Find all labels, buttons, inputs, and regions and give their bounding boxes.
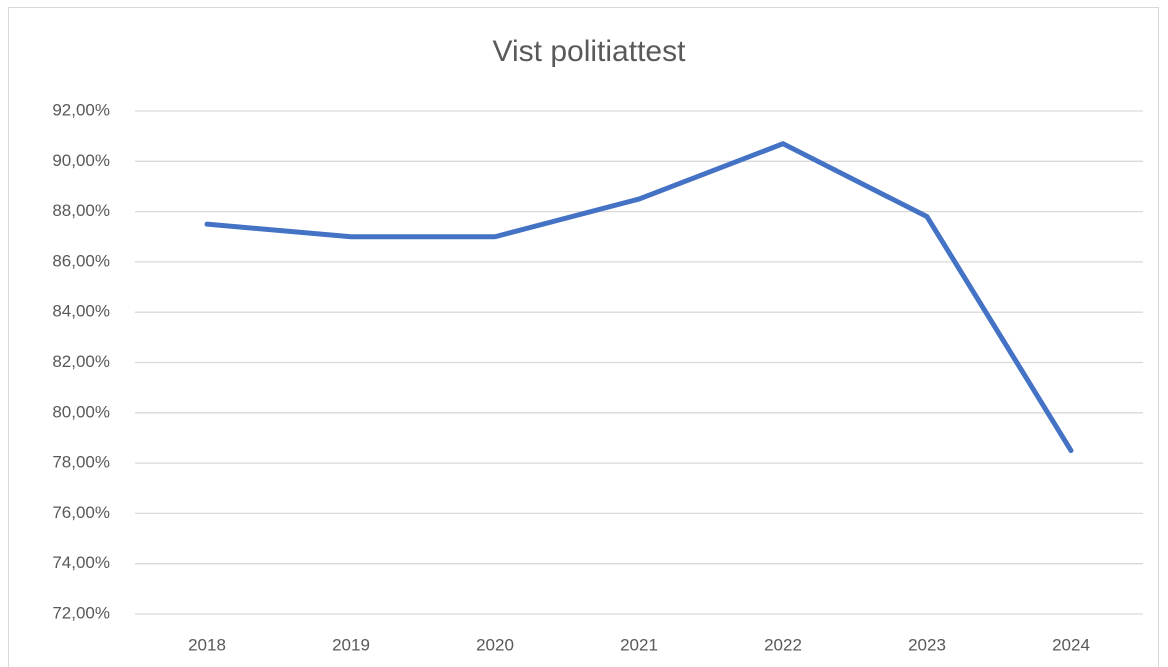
y-tick-label: 72,00% bbox=[52, 603, 110, 622]
x-tick-label: 2020 bbox=[476, 635, 514, 654]
x-tick-label: 2023 bbox=[908, 635, 946, 654]
y-tick-label: 92,00% bbox=[52, 100, 110, 119]
y-tick-label: 78,00% bbox=[52, 453, 110, 472]
x-tick-label: 2024 bbox=[1052, 635, 1090, 654]
y-tick-label: 88,00% bbox=[52, 201, 110, 220]
x-tick-label: 2021 bbox=[620, 635, 658, 654]
y-tick-label: 82,00% bbox=[52, 352, 110, 371]
y-tick-label: 74,00% bbox=[52, 553, 110, 572]
chart-border bbox=[8, 7, 1159, 667]
x-tick-label: 2019 bbox=[332, 635, 370, 654]
x-tick-label: 2018 bbox=[188, 635, 226, 654]
y-tick-label: 90,00% bbox=[52, 151, 110, 170]
x-tick-label: 2022 bbox=[764, 635, 802, 654]
chart-title: Vist politiattest bbox=[493, 35, 687, 68]
y-tick-label: 86,00% bbox=[52, 251, 110, 270]
y-tick-label: 80,00% bbox=[52, 402, 110, 421]
y-tick-label: 76,00% bbox=[52, 503, 110, 522]
data-line bbox=[204, 141, 1074, 454]
y-tick-label: 84,00% bbox=[52, 302, 110, 321]
